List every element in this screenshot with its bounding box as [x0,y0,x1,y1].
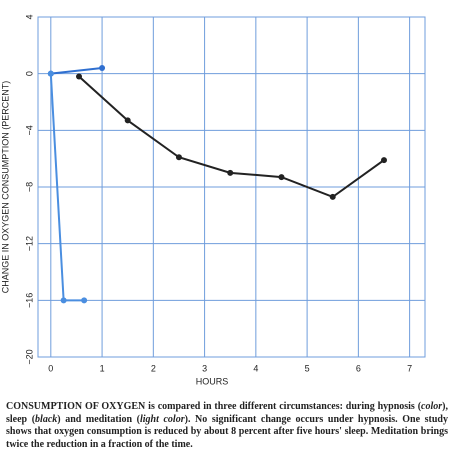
series-line [78,75,385,199]
chart: HOURS CHANGE IN OXYGEN CONSUMPTION (PERC… [0,14,426,386]
data-point [124,117,131,124]
caption-text: CONSUMPTION OF OXYGEN [6,401,146,412]
x-axis-label: HOURS [196,376,229,386]
y-axis-label: CHANGE IN OXYGEN CONSUMPTION (PERCENT) [0,81,10,294]
data-point [81,297,88,304]
caption-text: ). No significant change occurs under hy… [6,413,448,450]
caption-text: ), sleep ( [6,401,448,425]
caption-text: color [421,401,443,412]
caption-text: ) and meditation ( [57,413,140,425]
x-tick-label: 6 [356,363,361,373]
caption: CONSUMPTION OF OXYGEN is compared in thr… [6,401,448,451]
series-line [50,67,103,75]
data-point [380,157,387,164]
x-tick-label: 0 [48,363,53,373]
data-point [175,154,182,161]
y-tick-label: −8 [24,182,34,192]
data-point [99,65,106,71]
x-tick-label: 7 [407,363,412,373]
y-tick-label: 4 [24,14,34,19]
data-point [278,174,285,181]
y-tick-label: −12 [24,236,34,251]
y-tick-label: −4 [24,125,34,135]
data-point [329,193,336,200]
x-tick-label: 2 [151,363,156,373]
y-tick-label: −16 [24,293,34,308]
caption-text: light color [139,413,185,425]
y-tick-label: −20 [24,349,34,364]
data-point [227,169,234,176]
data-point [76,73,83,80]
x-tick-label: 5 [305,363,310,373]
y-tick-label: 0 [24,71,34,76]
data-point [60,297,67,304]
x-tick-label: 1 [100,363,105,373]
x-tick-label: 4 [253,363,258,373]
caption-text: is compared in three different circumsta… [145,401,422,412]
data-point [47,70,54,77]
x-tick-label: 3 [202,363,207,373]
caption-text: black [35,413,58,425]
